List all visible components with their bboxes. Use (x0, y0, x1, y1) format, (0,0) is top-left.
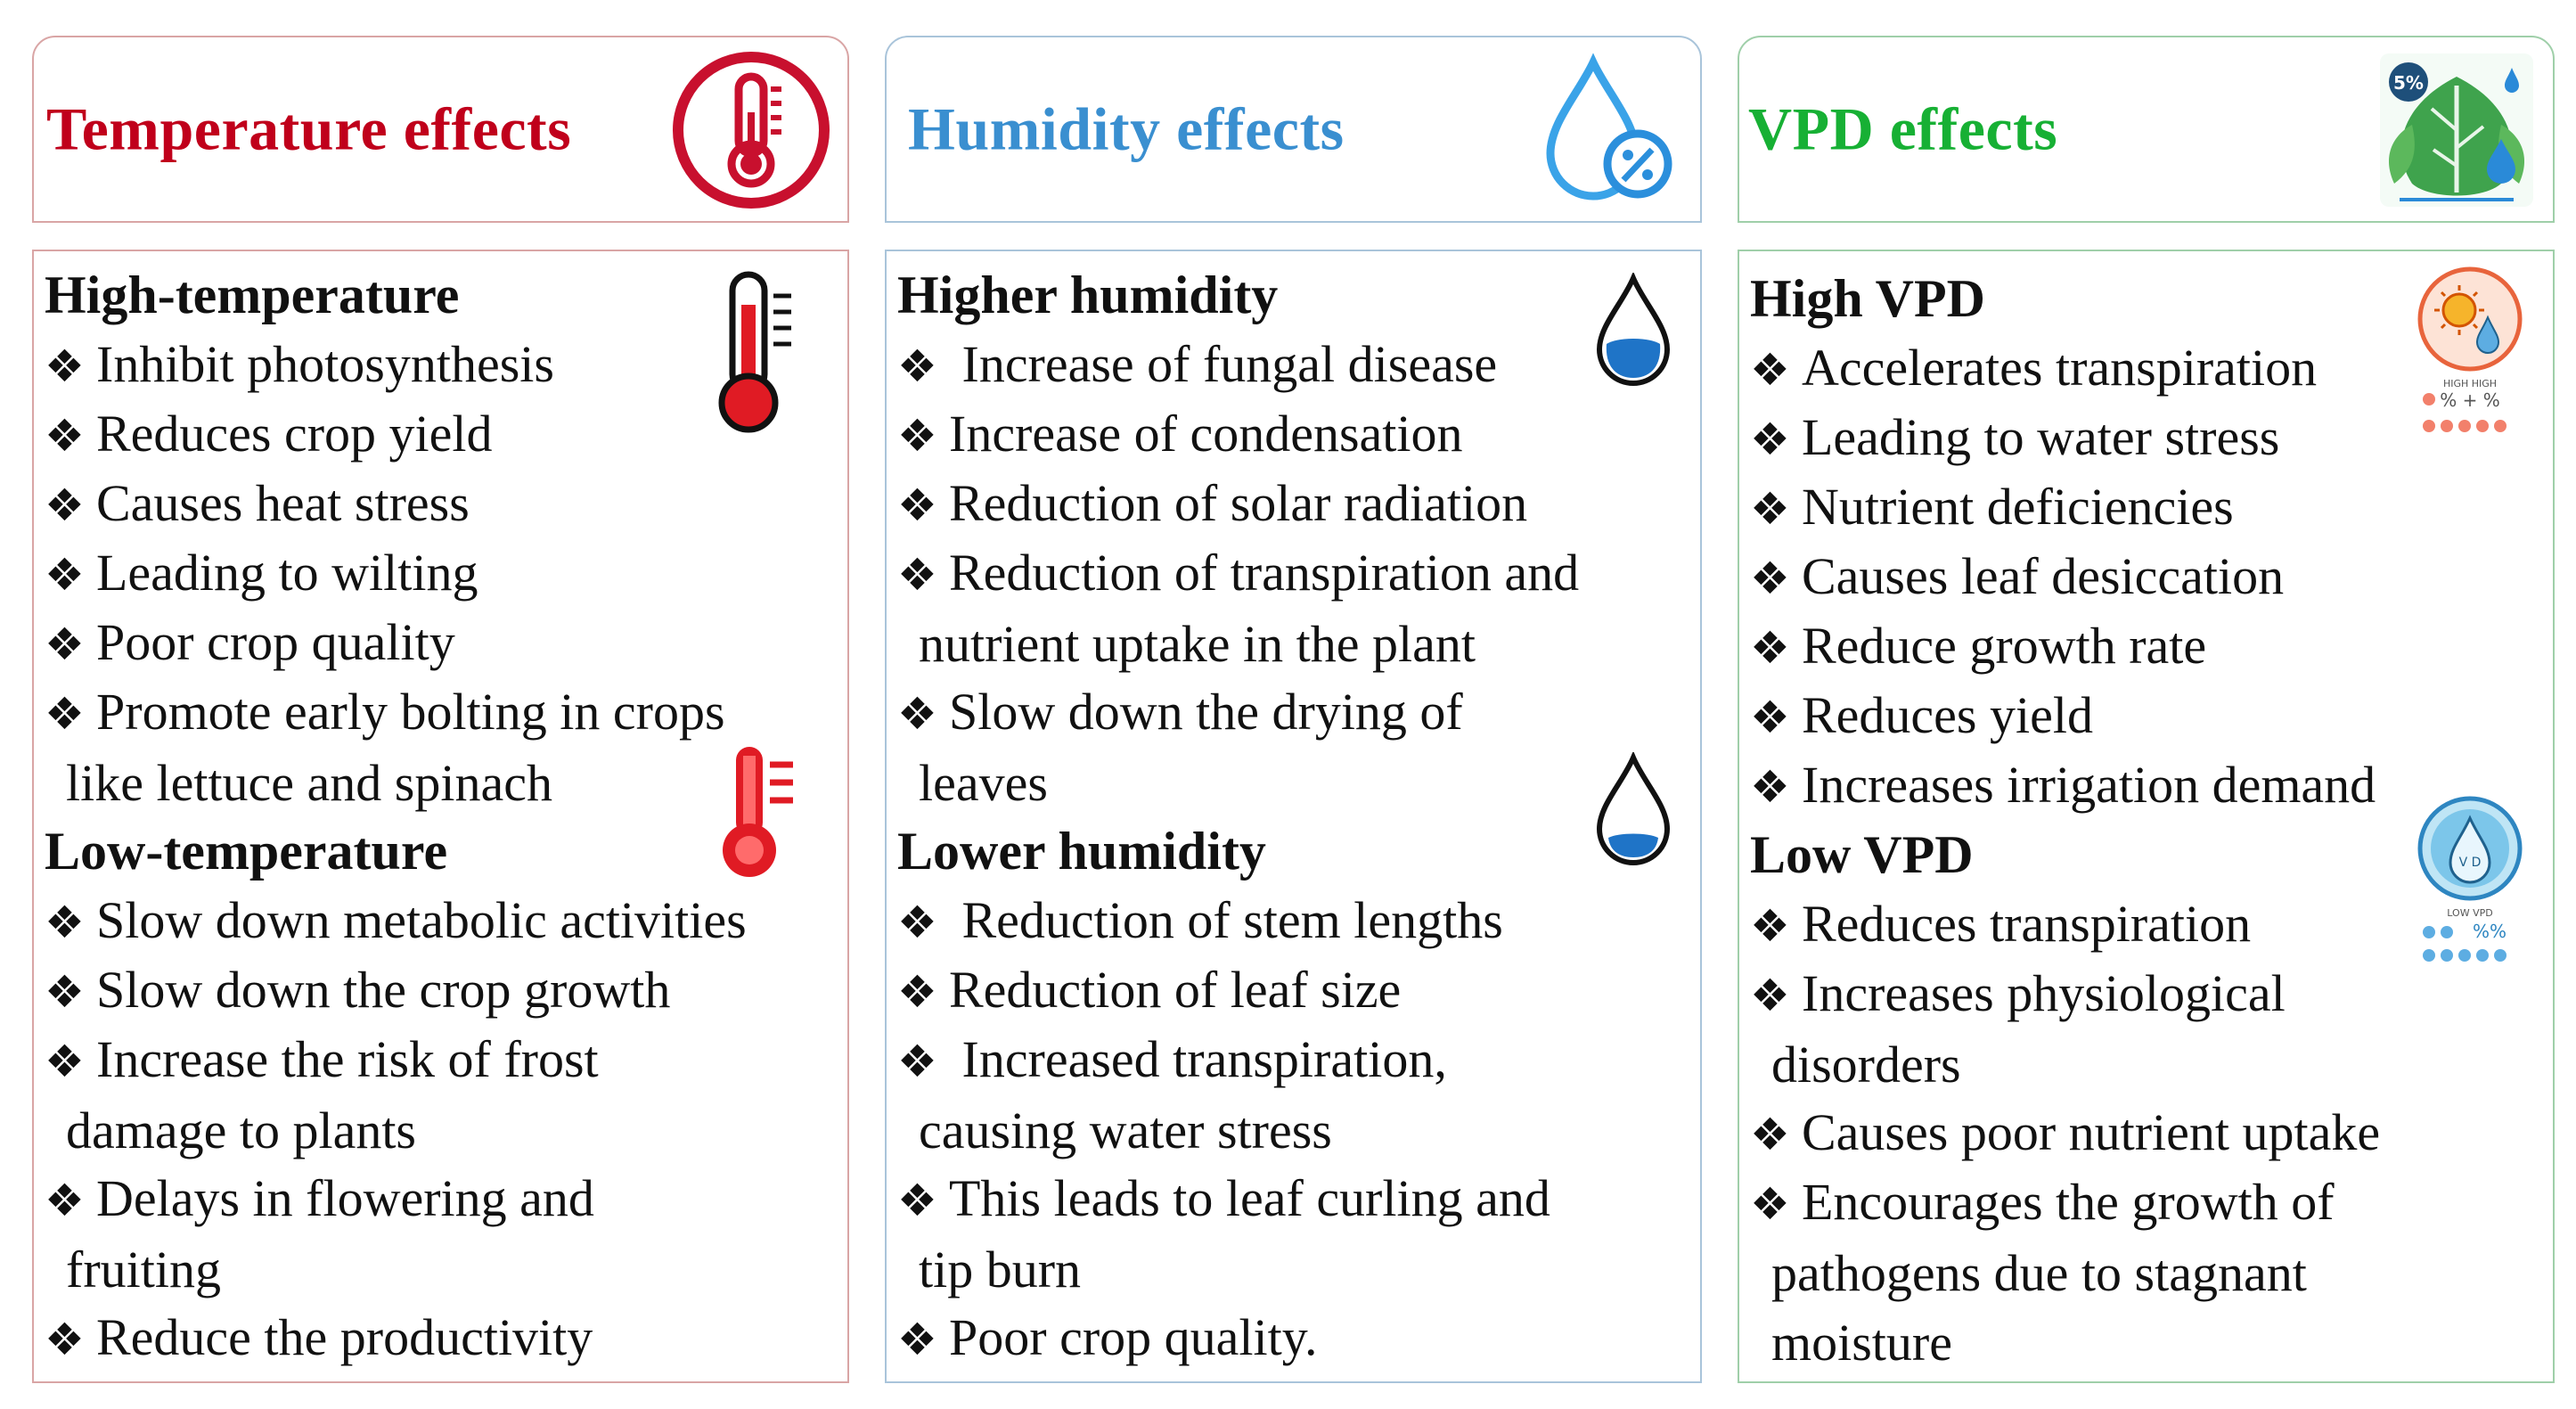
list-item: ❖ Reduces transpiration (1750, 895, 2252, 953)
list-item: ❖ Delays in flowering and fruiting (45, 1169, 594, 1298)
list-item: ❖ Promote early bolting in crops like lett… (45, 683, 725, 812)
low-vpd-icon-percent: %% (2473, 921, 2506, 942)
list-item: ❖ This leads to leaf curling and tip burn (897, 1169, 1550, 1298)
list-item: ❖ Reduces crop yield (45, 405, 493, 463)
list-item: ❖ Increases irrigation demand (1750, 756, 2376, 814)
high-vpd-icon-label: HIGH HIGH (2443, 378, 2497, 389)
list-item: ❖ Causes leaf desiccation (1750, 547, 2285, 605)
low-vpd-icon-label: LOW VPD (2447, 907, 2492, 919)
leaf-water-icon: 5% (2380, 53, 2533, 207)
section-title: Low VPD (1750, 825, 1974, 884)
list-item: ❖ Leading to wilting (45, 544, 478, 602)
humidity-column: Humidity effects Higher humidity ❖ Incre… (885, 0, 1705, 1409)
list-item: ❖ Increase the risk of frost damage to pla… (45, 1030, 599, 1159)
water-drop-full-icon (1596, 273, 1671, 386)
list-item: ❖ Poor crop quality (45, 613, 455, 671)
low-vpd-drop-icon: V D LOW VPD %% (2417, 796, 2523, 962)
list-item: ❖ Increases physiological disorders (1750, 964, 2286, 1094)
list-item: ❖ Causes heat stress (45, 474, 470, 532)
list-item: ❖ Reduction of solar radiation (897, 474, 1528, 532)
list-item: ❖ Leading to water stress (1750, 408, 2280, 466)
section-title: High VPD (1750, 269, 1985, 328)
list-item: ❖ Reduces yield (1750, 686, 2093, 744)
list-item: ❖ Reduction of leaf size (897, 961, 1402, 1019)
thermometer-circle-icon (673, 52, 830, 209)
list-item: ❖ Increase of condensation (897, 405, 1463, 463)
humidity-header-title: Humidity effects (908, 94, 1345, 163)
list-item: ❖ Increased transpiration, causing water … (897, 1030, 1447, 1159)
list-item: ❖ Reduction of stem lengths (897, 891, 1503, 949)
list-item: ❖ Increase of fungal disease (897, 335, 1498, 393)
list-item: ❖ Slow down the drying of leaves (897, 683, 1463, 812)
humidity-header: Humidity effects (885, 36, 1702, 223)
section-title: High-temperature (45, 266, 460, 324)
list-item: ❖ Reduce the productivity (45, 1308, 593, 1366)
temperature-header-title: Temperature effects (46, 94, 572, 163)
humidity-body: Higher humidity ❖ Increase of fungal dis… (885, 250, 1702, 1383)
list-item: ❖ Encourages the growth of pathogens due t… (1750, 1173, 2335, 1372)
vpd-body: High VPD HIGH HIGH % + % ❖ Accelerates tr… (1738, 250, 2555, 1383)
vpd-header: VPD effects 5% (1738, 36, 2555, 223)
list-item: ❖ Nutrient deficiencies (1750, 478, 2234, 536)
header-icon-label: 5% (2393, 72, 2424, 94)
list-item: ❖ Inhibit photosynthesis (45, 335, 554, 393)
list-item: ❖ Reduction of transpiration and nutrient … (897, 544, 1580, 673)
high-vpd-icon-percent: % + % (2440, 389, 2499, 411)
high-vpd-sun-drop-icon: HIGH HIGH % + % (2417, 266, 2523, 432)
section-title: Low-temperature (45, 822, 448, 881)
vpd-header-title: VPD effects (1748, 94, 2058, 163)
temperature-column: Temperature effects High-temperature (32, 0, 853, 1409)
list-item: ❖ Accelerates transpiration (1750, 339, 2318, 397)
section-title: Higher humidity (897, 266, 1279, 324)
list-item: ❖ Poor crop quality. (897, 1308, 1318, 1366)
section-title: Lower humidity (897, 822, 1266, 881)
water-drop-low-icon (1596, 752, 1671, 865)
vpd-column: VPD effects 5% High VPD HIGH HIGH (1738, 0, 2558, 1409)
temperature-body: High-temperature ❖ Inhibit photosynthesis… (32, 250, 849, 1383)
list-item: ❖ Causes poor nutrient uptake (1750, 1103, 2381, 1161)
thermometer-red-icon (723, 747, 793, 877)
list-item: ❖ Slow down metabolic activities (45, 891, 747, 949)
temperature-header: Temperature effects (32, 36, 849, 223)
list-item: ❖ Slow down the crop growth (45, 961, 671, 1019)
thermometer-high-icon (718, 271, 791, 433)
humidity-percent-icon (1546, 53, 1672, 201)
low-vpd-icon-letters: V D (2459, 856, 2482, 870)
list-item: ❖ Reduce growth rate (1750, 617, 2207, 675)
